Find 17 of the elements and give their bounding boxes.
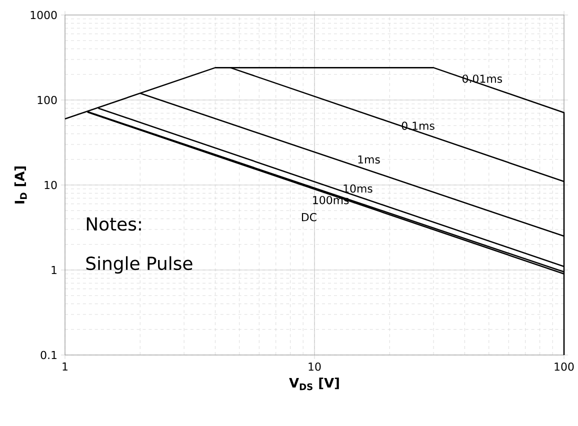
y-axis-title: I$_{D}$ [A] (14, 166, 27, 204)
x-tick-label: 1 (62, 362, 68, 370)
annotation: 10ms (344, 184, 372, 193)
annotation: 0.1ms (402, 122, 434, 130)
x-tick-label: 100 (554, 362, 574, 371)
y-tick-label: 10 (44, 180, 57, 190)
annotation: 1ms (358, 155, 380, 164)
x-axis-title: V$_{DS}$ [V] (289, 378, 339, 390)
y-tick-label: 1 (52, 266, 56, 274)
annotation: DC (302, 212, 316, 222)
annotation: Notes: (86, 217, 141, 231)
annotation: Single Pulse (86, 256, 192, 274)
annotation: 100ms (313, 196, 349, 204)
y-tick-label: 0.1 (40, 350, 56, 360)
y-tick-label: 100 (38, 96, 57, 104)
x-tick-label: 10 (308, 362, 321, 371)
y-tick-label: 1000 (30, 10, 57, 20)
